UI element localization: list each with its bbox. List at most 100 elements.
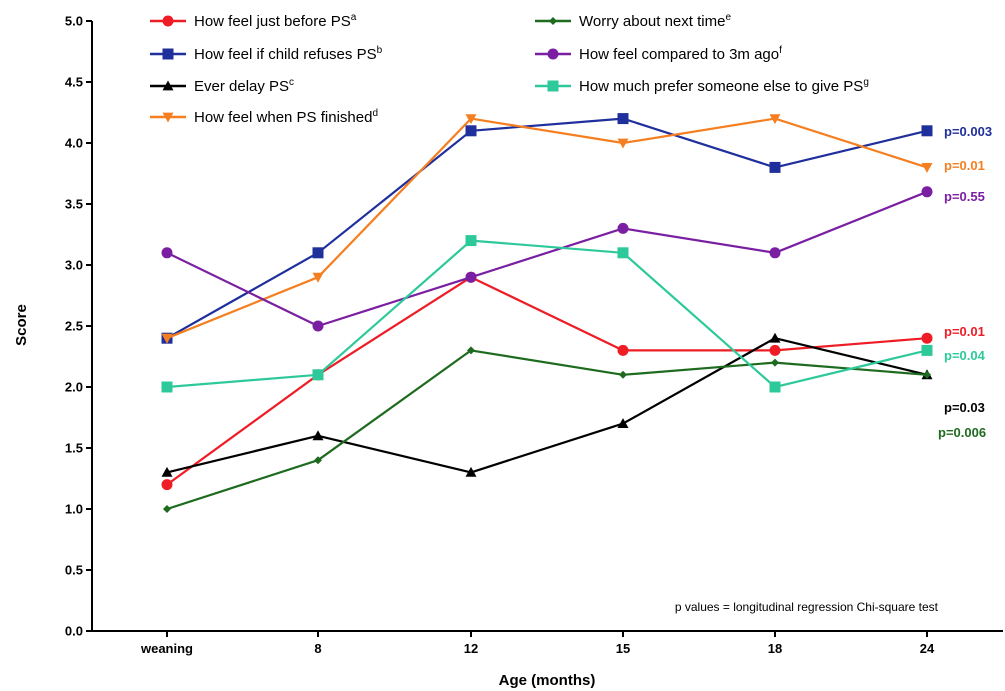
p-value-label: p=0.003	[944, 124, 992, 139]
legend-item-7: How much prefer someone else to give PSg	[535, 77, 869, 95]
legend-item-5: Worry about next timee	[535, 12, 731, 30]
series-7	[161, 235, 933, 393]
data-point	[161, 247, 173, 259]
series-6	[161, 186, 933, 332]
x-tick-label: 12	[464, 641, 478, 656]
data-point	[467, 346, 475, 355]
series-line	[166, 337, 928, 474]
data-point	[465, 114, 477, 125]
data-point	[312, 369, 324, 381]
data-point	[769, 381, 781, 393]
legend-marker	[162, 48, 174, 60]
p-value-label: p=0.01	[944, 158, 985, 173]
data-point	[465, 235, 477, 247]
data-point	[161, 479, 173, 491]
data-point	[312, 430, 324, 441]
y-tick-label: 5.0	[65, 14, 83, 29]
data-point	[921, 332, 933, 344]
series-5	[163, 346, 931, 513]
data-point	[617, 247, 629, 259]
legend-label: How feel if child refuses PSb	[194, 45, 383, 63]
y-tick-label: 0.5	[65, 563, 83, 578]
legend-label: How feel when PS finishedd	[194, 108, 378, 126]
y-tick-label: 1.0	[65, 502, 83, 517]
data-point	[312, 272, 324, 283]
legend-label: How much prefer someone else to give PSg	[579, 77, 869, 95]
legend-item-2: How feel if child refuses PSb	[150, 45, 383, 63]
data-point	[769, 161, 781, 173]
data-point	[465, 125, 477, 137]
data-point	[921, 344, 933, 356]
data-point	[923, 370, 931, 379]
y-tick-label: 4.5	[65, 75, 83, 90]
axes: 0.0 0.5 1.0 1.5 2.0 2.5 3.0 3.5 4.0 4.5 5.0 weaning…	[65, 14, 1003, 656]
x-tick-label: 18	[768, 641, 782, 656]
x-tick-label: weaning	[140, 641, 193, 656]
legend-marker	[547, 80, 559, 92]
data-point	[617, 222, 629, 234]
legend-marker	[549, 17, 557, 25]
data-point	[617, 113, 629, 125]
data-point	[465, 271, 477, 283]
series-line	[166, 239, 928, 389]
data-point	[465, 466, 477, 477]
legend: How feel just before PSa How feel if chil…	[150, 12, 869, 126]
data-point	[617, 138, 629, 149]
data-point	[314, 456, 322, 465]
legend-marker	[162, 15, 174, 27]
series-line	[166, 349, 928, 511]
legend-label: How feel compared to 3m agof	[579, 45, 782, 63]
series-1	[161, 271, 933, 491]
legend-item-6: How feel compared to 3m agof	[535, 45, 782, 63]
series-4	[161, 114, 933, 344]
data-point	[771, 358, 779, 367]
data-point	[161, 381, 173, 393]
x-tick-label: 24	[920, 641, 935, 656]
data-point	[921, 186, 933, 198]
x-tick-label: 15	[616, 641, 630, 656]
y-tick-label: 0.0	[65, 624, 83, 639]
series-2	[161, 113, 933, 344]
series-line	[166, 117, 928, 340]
series-line	[166, 276, 928, 486]
series-line	[166, 117, 928, 340]
p-value-label: p=0.03	[944, 400, 985, 415]
x-axis-title: Age (months)	[499, 672, 596, 689]
legend-item-1: How feel just before PSa	[150, 12, 357, 30]
x-tick-label: 8	[314, 641, 321, 656]
legend-marker	[547, 48, 559, 60]
p-value-label: p=0.55	[944, 189, 985, 204]
data-point	[921, 163, 933, 173]
p-value-label: p=0.01	[944, 324, 985, 339]
legend-marker	[162, 112, 174, 123]
y-tick-label: 1.5	[65, 441, 83, 456]
chart-note: p values = longitudinal regression Chi-s…	[675, 600, 939, 614]
data-point	[769, 344, 781, 356]
y-tick-label: 3.5	[65, 197, 83, 212]
p-value-label: p=0.04	[944, 348, 986, 363]
series-line	[166, 190, 928, 328]
y-tick-label: 4.0	[65, 136, 83, 151]
data-point	[163, 505, 171, 513]
data-point	[312, 320, 324, 332]
legend-label: How feel just before PSa	[194, 12, 357, 30]
series-3	[161, 332, 933, 477]
data-point	[617, 344, 629, 356]
legend-item-4: How feel when PS finishedd	[150, 108, 378, 126]
y-tick-label: 3.0	[65, 258, 83, 273]
data-point	[617, 418, 629, 428]
legend-label: Worry about next timee	[579, 12, 731, 30]
legend-marker	[162, 80, 174, 91]
series-layer	[161, 113, 933, 513]
data-point	[312, 247, 324, 259]
y-tick-label: 2.5	[65, 319, 83, 334]
y-axis-title: Score	[13, 304, 30, 346]
data-point	[769, 114, 781, 125]
legend-label: Ever delay PSc	[194, 77, 294, 95]
data-point	[161, 466, 173, 477]
data-point	[619, 370, 627, 379]
data-point	[769, 247, 781, 259]
data-point	[921, 125, 933, 137]
data-point	[161, 333, 173, 344]
